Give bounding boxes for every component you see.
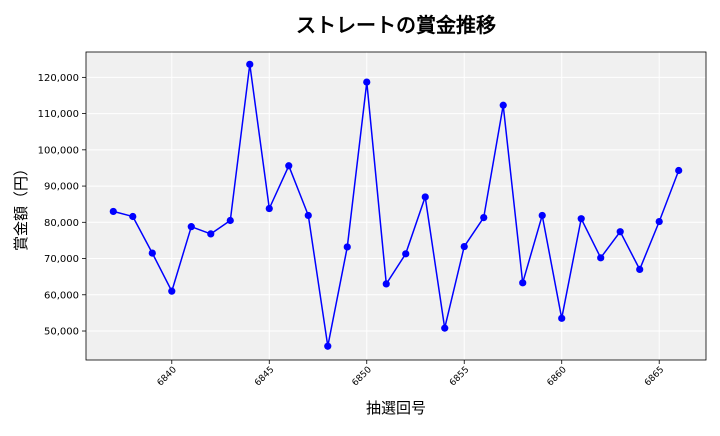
data-point <box>285 162 293 170</box>
data-point <box>324 342 332 350</box>
data-point <box>207 230 215 238</box>
data-point <box>304 211 312 220</box>
data-point <box>382 280 390 288</box>
x-axis-label: 抽選回号 <box>366 399 426 417</box>
data-point <box>636 265 644 274</box>
data-point <box>343 243 351 251</box>
data-point <box>499 101 507 109</box>
data-point <box>480 213 488 222</box>
data-point <box>226 216 234 225</box>
y-tick-label: 60,000 <box>44 290 79 301</box>
data-point <box>519 279 527 287</box>
x-tick-label: 6865 <box>643 365 666 388</box>
data-point <box>558 314 566 322</box>
y-tick-label: 110,000 <box>38 109 79 120</box>
x-tick-label: 6845 <box>253 365 276 388</box>
data-point <box>363 78 371 86</box>
x-tick-label: 6840 <box>156 365 179 388</box>
chart-title: ストレートの賞金推移 <box>296 13 496 37</box>
y-tick-label: 70,000 <box>44 254 79 265</box>
x-tick-label: 6850 <box>351 365 374 388</box>
y-tick-label: 100,000 <box>38 145 79 156</box>
data-point <box>441 324 449 332</box>
data-point <box>597 254 605 262</box>
data-point <box>109 207 117 216</box>
y-tick-label: 120,000 <box>38 73 79 84</box>
x-tick-label: 6855 <box>448 365 471 388</box>
data-point <box>265 204 273 213</box>
data-point <box>129 212 137 221</box>
data-point <box>675 166 683 175</box>
data-point <box>187 223 195 231</box>
data-point <box>577 215 585 223</box>
data-point <box>616 228 624 236</box>
y-tick-label: 50,000 <box>44 327 79 338</box>
plot-background <box>86 52 706 360</box>
plot-area: 6840 6845 6850 6855 6860 6865 50,000 60,000 70,0… <box>38 51 707 388</box>
data-point <box>421 193 429 201</box>
plot-frame <box>85 51 707 361</box>
y-tick-label: 90,000 <box>44 182 79 193</box>
y-tick-label: 80,000 <box>44 218 79 229</box>
y-axis-label: 賞金額（円） <box>12 161 30 251</box>
data-point <box>148 249 156 257</box>
x-tick-label: 6860 <box>546 365 569 388</box>
data-point <box>538 211 546 220</box>
data-point <box>168 287 176 295</box>
data-point <box>246 60 254 68</box>
data-point <box>655 217 663 226</box>
data-point <box>402 250 410 258</box>
data-point <box>460 242 468 251</box>
